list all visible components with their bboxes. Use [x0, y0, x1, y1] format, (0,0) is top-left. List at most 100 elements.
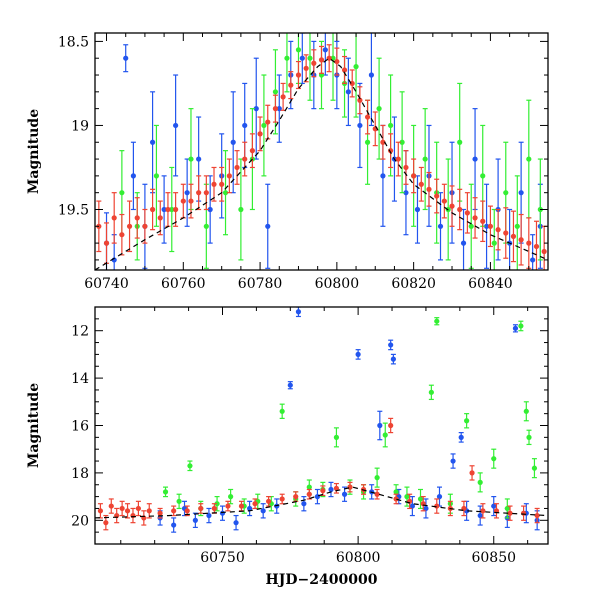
chart-top-series-2: [96, 44, 547, 270]
chart-top-series-2-point-12: [188, 198, 194, 204]
chart-bottom-series-0-point-11: [295, 309, 302, 315]
chart-top-series-0-point-9: [196, 156, 202, 162]
chart-top-series-2-point-43: [426, 186, 432, 192]
chart-bottom-ytick-label-3: 18: [71, 466, 89, 482]
chart-top-series-2-point-4: [126, 223, 133, 229]
chart-bottom-series-2-point-20: [293, 494, 299, 500]
chart-bottom-series-1-point-21: [428, 389, 434, 395]
chart-bottom-series-1-point-5: [228, 494, 234, 500]
chart-bottom-series-1-point-11: [306, 484, 312, 490]
chart-bottom-series-0-point-16: [355, 351, 361, 357]
chart-bottom-series-0-point-6: [233, 520, 239, 526]
chart-top-series-2-point-58: [541, 248, 547, 255]
chart-top-series-0-point-15: [265, 223, 271, 229]
chart-bottom-series-2-point-9: [146, 508, 152, 514]
chart-top-series-2-point-2: [111, 215, 117, 221]
chart-bottom-series-2-point-38: [520, 510, 527, 516]
chart-top-series-2-point-10: [173, 206, 179, 213]
chart-top-series-0-point-7: [173, 122, 179, 129]
chart-bottom-series-0-point-23: [423, 505, 429, 512]
chart-top-series-2-point-13: [196, 190, 202, 196]
chart-top-series-0-point-3: [130, 173, 136, 179]
chart-bottom-series-2-point-15: [225, 503, 231, 509]
chart-bottom-xtick-label-2: 60850: [471, 550, 516, 566]
chart-top-ytick-label-1: 19: [71, 118, 89, 134]
chart-bottom-series-2-point-24: [347, 484, 353, 490]
chart-top-series-2-point-56: [526, 240, 532, 246]
chart-top-series-1-point-7: [238, 206, 244, 213]
chart-top-series-2-point-32: [341, 67, 348, 73]
chart-bottom-series-2-point-39: [534, 512, 540, 519]
chart-top-series-2-point-25: [288, 82, 294, 88]
chart-top-series-2-point-19: [242, 156, 248, 162]
chart-top-series-2-point-44: [434, 193, 440, 199]
chart-top-series-2-point-54: [510, 233, 517, 239]
chart-top-xtick-label-2: 60780: [238, 276, 283, 292]
chart-top-series-2-point-53: [503, 230, 509, 236]
chart-top-xtick-label-4: 60820: [391, 276, 436, 292]
chart-top-series-2-point-22: [265, 119, 271, 125]
chart-bottom-series-2-point-10: [157, 510, 163, 516]
chart-top-series-2-point-30: [326, 55, 332, 61]
chart-bottom-series-1-point-17: [382, 432, 388, 438]
chart-top-series-1-point-23: [422, 156, 428, 162]
chart-top-series-0-point-24: [368, 72, 375, 78]
chart-top-series-2-point-27: [303, 65, 309, 71]
chart-bottom-series-2-point-2: [108, 503, 114, 509]
chart-top-series-2-point-41: [411, 173, 417, 179]
chart-bottom-series-2-point-13: [198, 505, 204, 512]
chart-top-series-2-point-20: [249, 148, 255, 154]
chart-bottom-series-2-point-27: [388, 422, 394, 429]
chart-bottom-series-2-point-14: [211, 505, 217, 512]
chart-bottom-xtick-label-1: 60800: [336, 550, 381, 566]
chart-bottom-series-0-point-3: [192, 517, 198, 523]
chart-bottom-series-0-point-18: [377, 422, 383, 429]
chart-bottom-series-0-point-8: [260, 508, 266, 514]
chart-bottom-series-0-point-14: [328, 486, 334, 493]
chart-bottom-series-0-point-22: [409, 503, 415, 509]
chart-top-series-2-point-37: [380, 139, 386, 145]
chart-bottom-series-1-point-1: [176, 498, 182, 504]
chart-top-series-2-point-39: [395, 156, 401, 162]
chart-bottom-series-0-point-24: [436, 494, 443, 500]
chart-top-series-1-point-17: [353, 64, 359, 70]
chart-bottom-series-1-point-25: [477, 479, 483, 485]
chart-top-series-1-point-20: [388, 122, 394, 129]
chart-top-series-1: [119, 33, 543, 270]
chart-bottom-series-0-point-29: [491, 503, 497, 509]
chart-top-series-1-point-5: [203, 223, 209, 229]
chart-top-series-1-point-18: [364, 139, 371, 145]
chart-top-series-2-point-18: [234, 164, 240, 171]
chart-top-xtick-label-0: 60740: [84, 276, 129, 292]
chart-bottom-series-1-point-28: [518, 323, 524, 329]
chart-top-series-1-point-27: [468, 223, 474, 229]
chart-top-series-2-point-51: [487, 223, 494, 229]
chart-bottom-series-1-point-2: [187, 463, 193, 469]
chart-top-series-2-point-42: [418, 181, 424, 187]
chart-top-series-2-point-8: [157, 215, 163, 221]
chart-top-series-0-point-5: [149, 139, 156, 145]
chart-bottom-series-1-point-16: [374, 475, 380, 481]
chart-bottom-series-0-point-1: [171, 522, 177, 528]
chart-top-ylabel: Magnitude: [26, 109, 42, 194]
chart-bottom-series-1-point-9: [279, 408, 285, 414]
chart-top-series-2-point-9: [165, 206, 171, 213]
chart-bottom-series-2-point-16: [238, 503, 245, 509]
chart-bottom-series-0-point-4: [206, 512, 212, 519]
chart-top-series-2-point-46: [449, 203, 455, 209]
chart-top-xtick-label-5: 60840: [468, 276, 513, 292]
chart-bottom-plot-area: [95, 307, 548, 533]
chart-top-series-2-point-3: [119, 232, 125, 238]
chart-bottom-series-1-point-26: [491, 456, 497, 462]
chart-bottom-series-0-point-20: [390, 356, 396, 362]
chart-top-series-2-point-28: [311, 60, 317, 66]
chart-bottom-series-2: [97, 417, 540, 531]
chart-top-series-2-point-29: [318, 57, 325, 63]
chart-bottom-ytick-label-1: 14: [71, 371, 89, 387]
chart-top-series-0-point-23: [357, 122, 363, 129]
chart-top-series-1-point-2: [153, 173, 160, 179]
chart-top-series-2-point-35: [364, 114, 371, 120]
chart-bottom-series-1-point-27: [504, 505, 510, 512]
chart-top-series-0-point-18: [299, 55, 305, 61]
chart-top-series-0-point-25: [380, 173, 386, 179]
